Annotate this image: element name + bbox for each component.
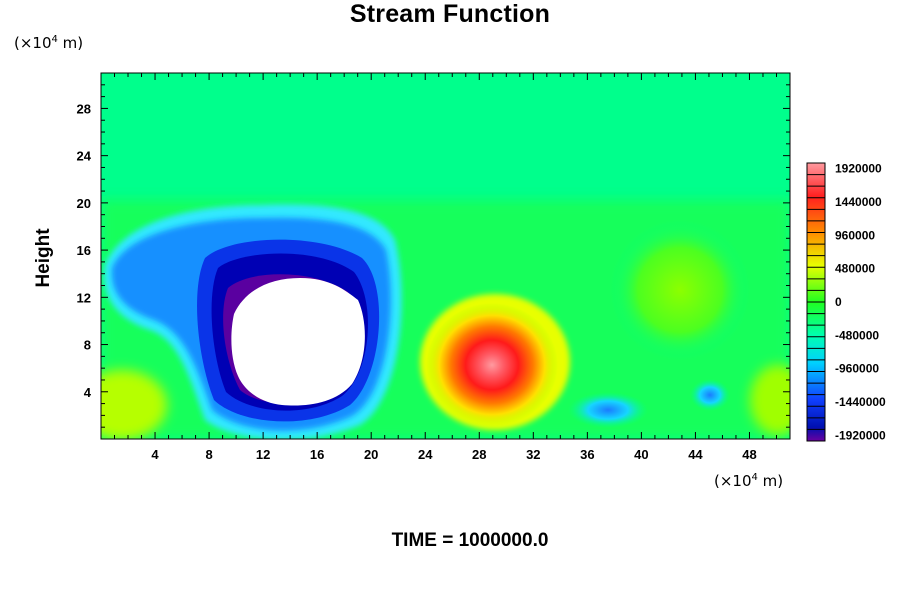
vortex-pos bbox=[426, 303, 558, 427]
colorbar-label: 1920000 bbox=[835, 162, 882, 176]
lower-left-rise bbox=[101, 370, 167, 439]
y-axis-label: Height bbox=[33, 228, 54, 288]
time-label: TIME = 1000000.0 bbox=[391, 530, 549, 551]
upper-right-rise bbox=[610, 220, 750, 360]
chart-title: Stream Function bbox=[349, 0, 551, 28]
x-tick-label: 16 bbox=[310, 447, 324, 462]
y-tick-label: 28 bbox=[77, 101, 91, 116]
x-tick-label: 20 bbox=[364, 447, 378, 462]
y-tick-label: 20 bbox=[77, 196, 91, 211]
x-tick-label: 12 bbox=[256, 447, 270, 462]
y-tick-label: 16 bbox=[77, 243, 91, 258]
x-tick-label: 36 bbox=[580, 447, 594, 462]
x-tick-label: 24 bbox=[418, 447, 433, 462]
right-edge-rise bbox=[750, 365, 790, 435]
small-low-2 bbox=[690, 379, 730, 411]
colorbar-label: -1440000 bbox=[835, 395, 886, 409]
x-tick-label: 4 bbox=[151, 447, 159, 462]
y-tick-label: 12 bbox=[77, 290, 91, 305]
colorbar-label: 1440000 bbox=[835, 195, 882, 209]
colorbar: 1920000 1440000 960000 480000 0 -480000 -96000… bbox=[806, 162, 886, 442]
y-tick-label: 8 bbox=[84, 338, 91, 353]
colorbar-label: 480000 bbox=[835, 262, 875, 276]
colorbar-label: -1920000 bbox=[835, 428, 886, 442]
x-axis: 4 8 12 16 20 24 28 32 36 40 44 48 bbox=[114, 73, 777, 462]
plot-frame bbox=[100, 72, 791, 440]
vortex-core-missing bbox=[231, 278, 365, 406]
x-tick-label: 32 bbox=[526, 447, 540, 462]
y-unit-label: (×104 m) bbox=[14, 34, 84, 52]
x-tick-label: 40 bbox=[634, 447, 648, 462]
x-tick-label: 28 bbox=[472, 447, 486, 462]
stream-field bbox=[101, 73, 790, 439]
small-low-1 bbox=[568, 392, 648, 428]
colorbar-label: 0 bbox=[835, 295, 842, 309]
x-tick-label: 8 bbox=[205, 447, 212, 462]
x-unit-label: (×104 m) bbox=[714, 472, 784, 490]
colorbar-label: -960000 bbox=[835, 362, 879, 376]
y-tick-label: 24 bbox=[77, 149, 92, 164]
y-axis: 4 8 12 16 20 24 28 bbox=[77, 84, 790, 428]
x-tick-label: 44 bbox=[688, 447, 703, 462]
colorbar-label: -480000 bbox=[835, 328, 879, 342]
colorbar-label: 960000 bbox=[835, 228, 875, 242]
y-tick-label: 4 bbox=[84, 385, 92, 400]
x-tick-label: 48 bbox=[742, 447, 756, 462]
